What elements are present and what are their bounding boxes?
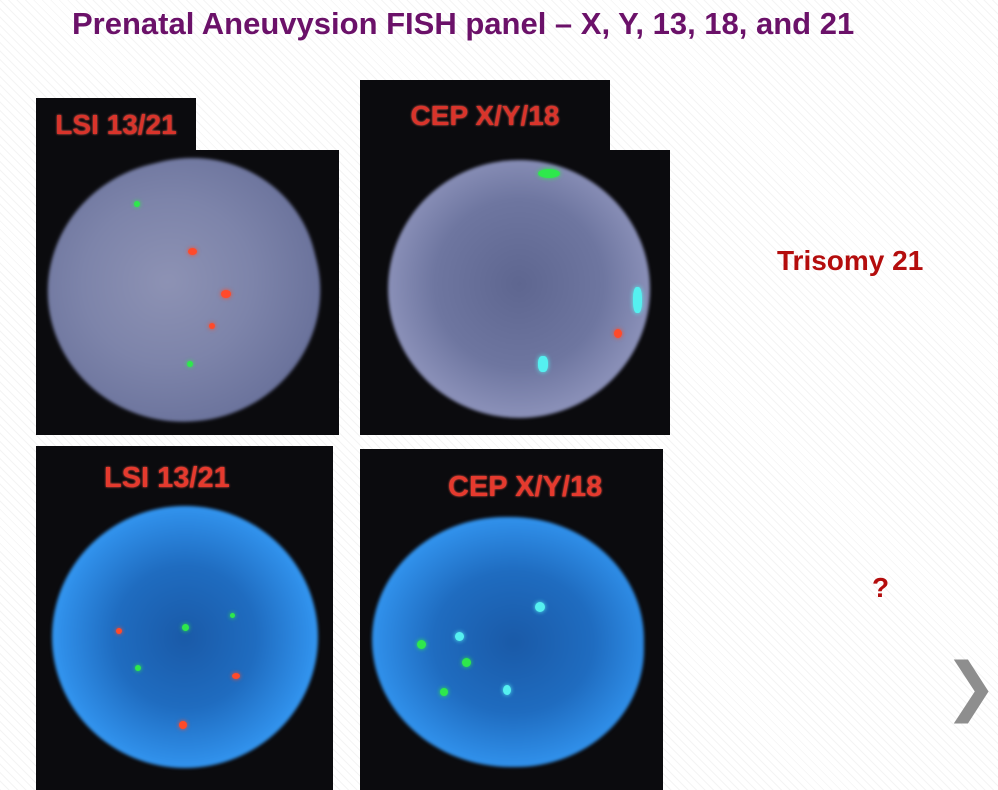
nucleus [372,517,644,767]
nucleus [388,160,650,418]
green-signal [462,658,471,667]
red-signal [116,628,122,634]
green-signal [538,169,560,178]
annotation-question-mark: ? [872,572,890,603]
red-signal [221,290,231,298]
red-signal [614,329,622,338]
fish-image-lsi-bottom: LSI 13/21 [36,446,333,790]
red-signal [188,248,197,255]
probe-tab-cep-top: CEP X/Y/18 [360,80,610,152]
green-signal [134,201,140,207]
annotation-trisomy-21: Trisomy 21 [777,245,924,276]
probe-label-cep-top: CEP X/Y/18 [410,100,560,131]
aqua-signal [535,602,545,612]
nucleus [52,506,318,768]
fish-image-cep-bottom: CEP X/Y/18 [360,449,663,790]
green-signal [440,688,448,696]
green-signal [230,613,235,618]
aqua-signal [633,287,642,313]
green-signal [135,665,141,671]
fish-image-cep-top [360,150,670,435]
red-signal [232,673,240,679]
green-signal [182,624,189,631]
nucleus [36,150,339,435]
slide-title: Prenatal Aneuvysion FISH panel – X, Y, 1… [72,6,855,41]
aqua-signal [455,632,464,641]
aqua-signal [538,356,548,372]
fish-image-lsi-top [36,150,339,435]
red-signal [179,721,187,729]
probe-tab-lsi-top: LSI 13/21 [36,98,196,152]
green-signal [187,361,193,367]
green-signal [417,640,426,649]
probe-label-lsi-top: LSI 13/21 [55,109,177,140]
aqua-signal [503,685,511,695]
probe-label-lsi-bottom: LSI 13/21 [104,462,230,494]
probe-label-cep-bottom: CEP X/Y/18 [448,471,603,503]
red-signal [209,323,215,329]
chevron-right-icon[interactable]: ❯ [944,650,998,724]
